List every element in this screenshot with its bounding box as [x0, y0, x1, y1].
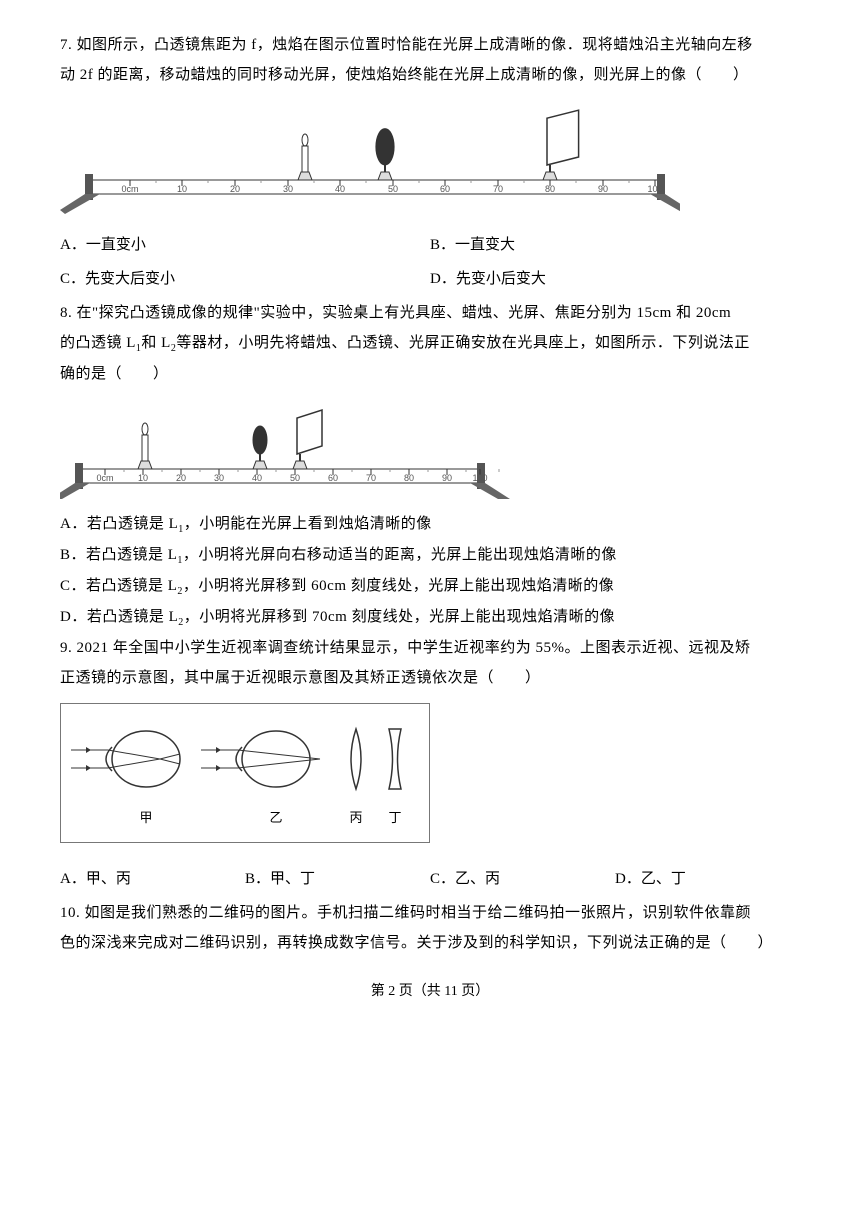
q8-optD: D．若凸透镜是 L2，小明将光屏移到 70cm 刻度线处，光屏上能出现烛焰清晰的…: [60, 602, 800, 633]
q9-optB: B．甲、丁: [245, 864, 430, 894]
q9-optD: D．乙、丁: [615, 864, 800, 894]
q7-optA: A．一直变小: [60, 230, 430, 260]
q9-figure: 甲乙丙丁: [60, 703, 800, 854]
svg-text:80: 80: [404, 473, 414, 483]
q8-line1: 8. 在"探究凸透镜成像的规律"实验中，实验桌上有光具座、蜡烛、光屏、焦距分别为…: [60, 298, 800, 328]
svg-text:70: 70: [493, 184, 503, 194]
svg-text:50: 50: [290, 473, 300, 483]
svg-text:90: 90: [598, 184, 608, 194]
svg-text:20: 20: [230, 184, 240, 194]
q8-optC: C．若凸透镜是 L2，小明将光屏移到 60cm 刻度线处，光屏上能出现烛焰清晰的…: [60, 571, 800, 602]
q7-optB: B．一直变大: [430, 230, 800, 260]
svg-text:0cm: 0cm: [121, 184, 138, 194]
q7-options-row1: A．一直变小 B．一直变大: [60, 230, 800, 260]
svg-text:90: 90: [442, 473, 452, 483]
svg-text:60: 60: [328, 473, 338, 483]
svg-text:80: 80: [545, 184, 555, 194]
q9-line1: 9. 2021 年全国中小学生近视率调查统计结果显示，中学生近视率约为 55%。…: [60, 633, 800, 663]
svg-text:100: 100: [647, 184, 662, 194]
svg-text:10: 10: [138, 473, 148, 483]
svg-text:10: 10: [177, 184, 187, 194]
q9-optA: A．甲、丙: [60, 864, 245, 894]
svg-text:100: 100: [472, 473, 487, 483]
svg-text:60: 60: [440, 184, 450, 194]
svg-text:40: 40: [252, 473, 262, 483]
q7-line2: 动 2f 的距离，移动蜡烛的同时移动光屏，使烛焰始终能在光屏上成清晰的像，则光屏…: [60, 60, 800, 90]
svg-text:乙: 乙: [269, 810, 282, 825]
svg-text:丙: 丙: [349, 810, 362, 825]
q7-options-row2: C．先变大后变小 D．先变小后变大: [60, 264, 800, 294]
q9-options-row: A．甲、丙 B．甲、丁 C．乙、丙 D．乙、丁: [60, 864, 800, 894]
q8-optA: A．若凸透镜是 L1，小明能在光屏上看到烛焰清晰的像: [60, 509, 800, 540]
q7-optC: C．先变大后变小: [60, 264, 430, 294]
svg-text:20: 20: [176, 473, 186, 483]
q8-line3: 确的是（ ）: [60, 359, 800, 389]
svg-text:30: 30: [214, 473, 224, 483]
svg-text:70: 70: [366, 473, 376, 483]
q9-optC: C．乙、丙: [430, 864, 615, 894]
svg-text:丁: 丁: [388, 810, 401, 825]
q9-line2: 正透镜的示意图，其中属于近视眼示意图及其矫正透镜依次是（ ）: [60, 663, 800, 693]
svg-text:50: 50: [388, 184, 398, 194]
q8-optB: B．若凸透镜是 L1，小明将光屏向右移动适当的距离，光屏上能出现烛焰清晰的像: [60, 540, 800, 571]
q10-line1: 10. 如图是我们熟悉的二维码的图片。手机扫描二维码时相当于给二维码拍一张照片，…: [60, 898, 800, 928]
svg-text:30: 30: [283, 184, 293, 194]
q7-figure: 0cm 10 20 30 40 50 60 70 80 90 100: [60, 100, 800, 220]
q8-figure: 0cm 10 20 30 40 50 60 70 80 90 100: [60, 399, 800, 499]
svg-text:甲: 甲: [139, 810, 152, 825]
svg-text:40: 40: [335, 184, 345, 194]
q7-line1: 7. 如图所示，凸透镜焦距为 f，烛焰在图示位置时恰能在光屏上成清晰的像．现将蜡…: [60, 30, 800, 60]
q10-line2: 色的深浅来完成对二维码识别，再转换成数字信号。关于涉及到的科学知识，下列说法正确…: [60, 928, 800, 958]
q7-optD: D．先变小后变大: [430, 264, 800, 294]
q8-line2: 的凸透镜 L1和 L2等器材，小明先将蜡烛、凸透镜、光屏正确安放在光具座上，如图…: [60, 328, 800, 359]
svg-text:0cm: 0cm: [96, 473, 113, 483]
page-footer: 第 2 页（共 11 页）: [60, 978, 800, 1006]
